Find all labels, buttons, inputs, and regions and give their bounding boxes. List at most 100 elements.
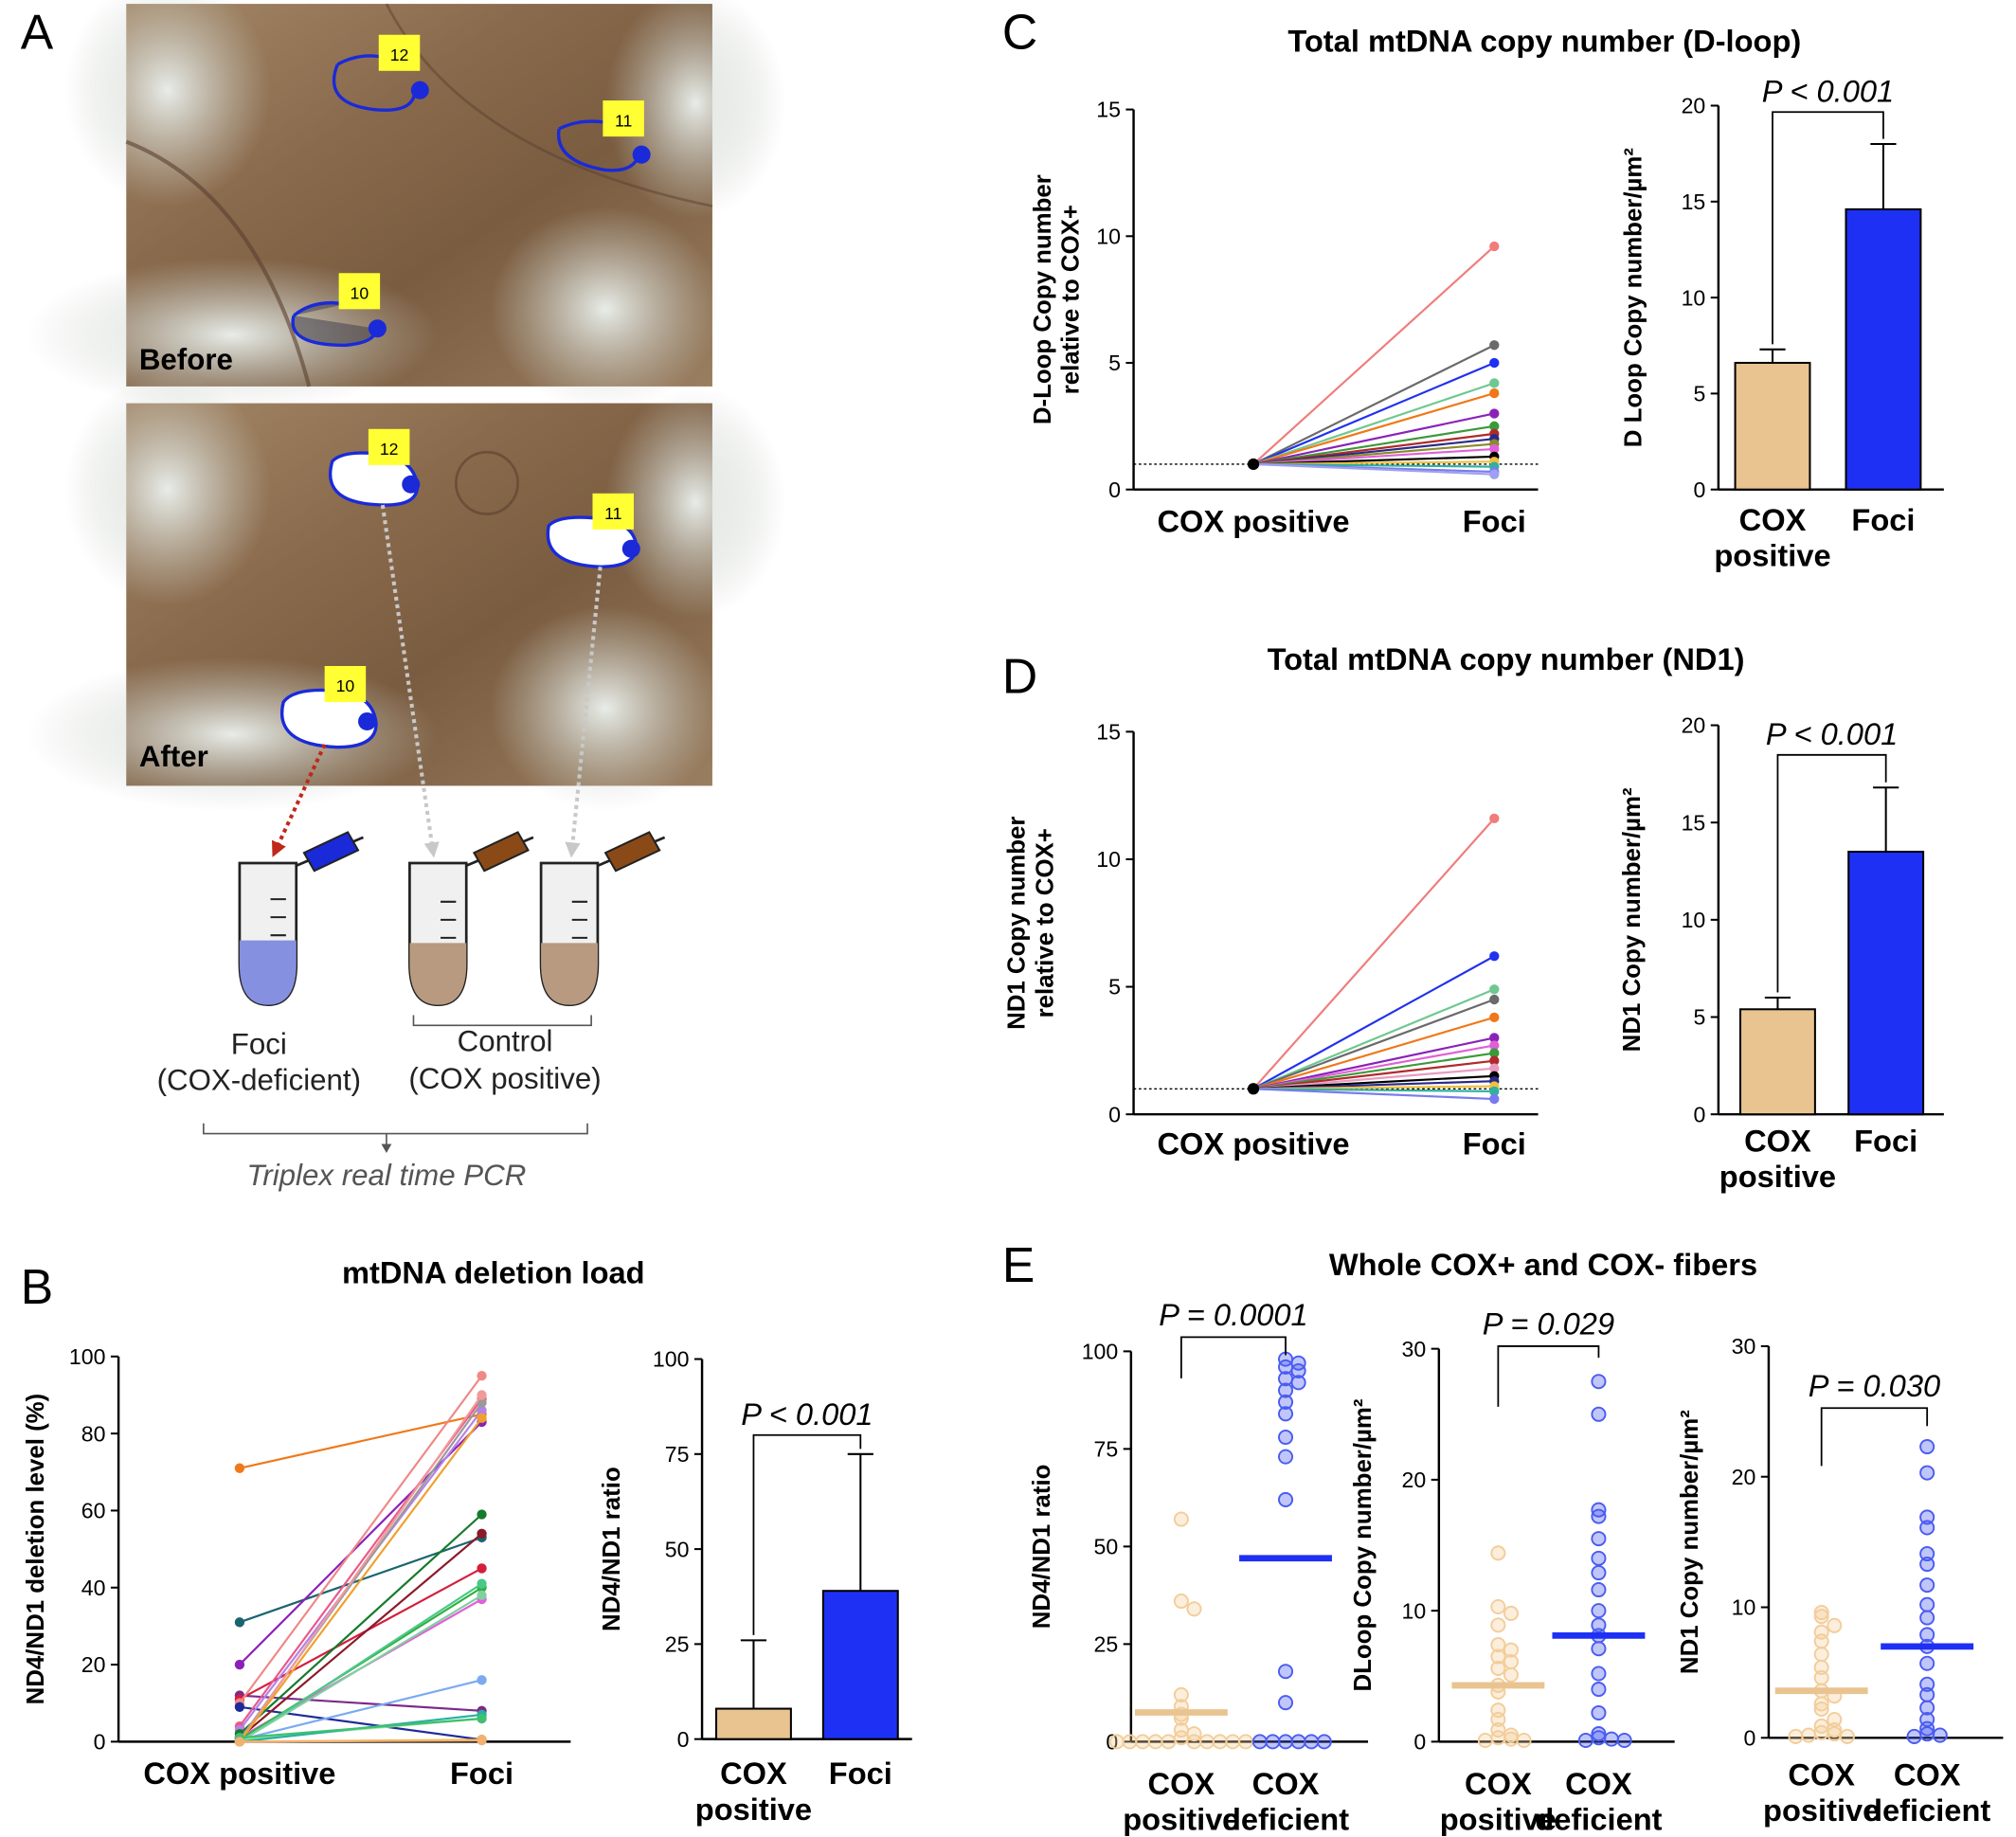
y-tick-label: 0 — [677, 1727, 690, 1752]
data-point — [1516, 1732, 1532, 1749]
data-point — [1827, 1726, 1843, 1742]
pair-line — [239, 1705, 482, 1741]
data-point — [1827, 1711, 1843, 1728]
data-point — [1477, 1732, 1493, 1749]
y-tick-label: 0 — [1743, 1725, 1755, 1750]
y-tick-label: 15 — [1682, 189, 1706, 214]
data-point — [1919, 1596, 1935, 1612]
bar — [1845, 207, 1922, 491]
pair-line — [1252, 462, 1495, 476]
point — [234, 1463, 245, 1473]
panel-letter-a: A — [21, 5, 54, 60]
data-point — [1813, 1633, 1829, 1649]
point — [234, 1617, 245, 1628]
point — [1489, 1048, 1500, 1058]
data-point — [1919, 1577, 1935, 1594]
bar — [1734, 361, 1811, 491]
point — [477, 1413, 487, 1424]
point — [1489, 1055, 1500, 1066]
data-point — [1788, 1728, 1804, 1744]
marker-11: 11 — [615, 111, 632, 130]
point — [1489, 1093, 1500, 1105]
data-point — [1919, 1520, 1935, 1536]
significance-bracket — [1772, 111, 1884, 345]
data-point — [1919, 1686, 1935, 1702]
y-tick-label: 20 — [1732, 1465, 1756, 1489]
x-tick-label: Foci — [1854, 1124, 1917, 1159]
y-tick-label: 0 — [1108, 477, 1121, 502]
x-tick-label: COX — [1565, 1766, 1632, 1801]
data-point — [1591, 1565, 1607, 1581]
label-before: Before — [139, 343, 233, 376]
data-point — [1919, 1509, 1935, 1525]
data-point — [1490, 1598, 1506, 1615]
significance-bracket — [1820, 1407, 1929, 1467]
point — [477, 1590, 487, 1601]
pair-line — [1252, 988, 1495, 1090]
chart-whole-dloop: 0 10 20 30 DLoop Copy number/µm² COXpositiveC… — [1350, 1306, 1675, 1837]
y-axis-label-line-1: ND1 Copy number — [1004, 817, 1031, 1030]
data-point — [1237, 1734, 1253, 1750]
y-tick-label: 50 — [665, 1537, 690, 1561]
pair-line — [1252, 392, 1495, 466]
data-point — [1591, 1730, 1607, 1746]
bar — [821, 1590, 899, 1740]
data-point — [1147, 1734, 1163, 1750]
point — [234, 1702, 245, 1712]
data-point — [1591, 1617, 1607, 1633]
y-axis-label: D Loop Copy number/µm² — [1620, 148, 1647, 448]
data-point — [1906, 1728, 1922, 1744]
data-point — [1577, 1732, 1593, 1749]
pair-line — [1252, 1067, 1495, 1090]
y-axis-label: DLoop Copy number/µm² — [1350, 1398, 1377, 1691]
point — [1489, 984, 1500, 995]
tube-control-1 — [408, 831, 534, 1006]
data-point — [1265, 1734, 1281, 1750]
point — [477, 1578, 487, 1589]
micrograph-after: 12 11 10 After — [26, 373, 786, 812]
pair-line — [239, 1394, 483, 1742]
point — [1489, 357, 1500, 369]
y-tick-label: 0 — [1108, 1102, 1121, 1126]
data-point — [1591, 1682, 1607, 1698]
data-point — [1503, 1605, 1520, 1621]
pair-line — [239, 1533, 483, 1739]
data-point — [1813, 1604, 1829, 1621]
chart-dloop-bar: 0 5 10 15 20 D Loop Copy number/µm² COXpositiv… — [1620, 73, 1944, 573]
data-point — [1801, 1727, 1817, 1743]
significance-bracket — [1497, 1345, 1600, 1407]
point — [477, 1563, 487, 1574]
data-point — [1591, 1726, 1607, 1742]
panel-title-b: mtDNA deletion load — [342, 1254, 645, 1289]
significance-bracket — [752, 1433, 862, 1635]
chart-dloop-relative: 0 5 10 15 D-Loop Copy numberrelative to COX+… — [1030, 98, 1539, 539]
tube-label-foci: Foci — [231, 1027, 287, 1060]
y-axis-label: ND1 Copy number/µm² — [1619, 787, 1646, 1052]
y-tick-label: 10 — [1402, 1598, 1427, 1623]
data-point — [1932, 1727, 1948, 1743]
data-point — [1278, 1394, 1294, 1410]
data-point — [1251, 1734, 1268, 1750]
x-tick-label: COX — [1465, 1766, 1532, 1801]
y-tick-label: 10 — [1682, 908, 1706, 932]
data-point — [1591, 1666, 1607, 1682]
data-point — [1839, 1728, 1855, 1744]
data-point — [1591, 1641, 1607, 1657]
pair-line — [1252, 955, 1495, 1090]
data-point — [1490, 1711, 1506, 1727]
x-tick-label: COX — [1894, 1757, 1961, 1792]
y-tick-label: 10 — [1096, 847, 1121, 872]
p-value-label: P < 0.001 — [741, 1396, 873, 1432]
data-point — [1186, 1734, 1202, 1750]
arrow-to-control-tube-2 — [565, 567, 603, 858]
point — [1489, 1040, 1500, 1051]
y-tick-label: 5 — [1693, 382, 1705, 406]
x-tick-label: Foci — [1851, 502, 1915, 537]
x-tick-label: Foci — [450, 1756, 513, 1791]
data-point — [1591, 1406, 1607, 1422]
pair-line — [1252, 412, 1495, 466]
data-point — [1813, 1724, 1829, 1740]
x-tick-label: COX — [1744, 1124, 1811, 1159]
data-point — [1108, 1734, 1125, 1750]
